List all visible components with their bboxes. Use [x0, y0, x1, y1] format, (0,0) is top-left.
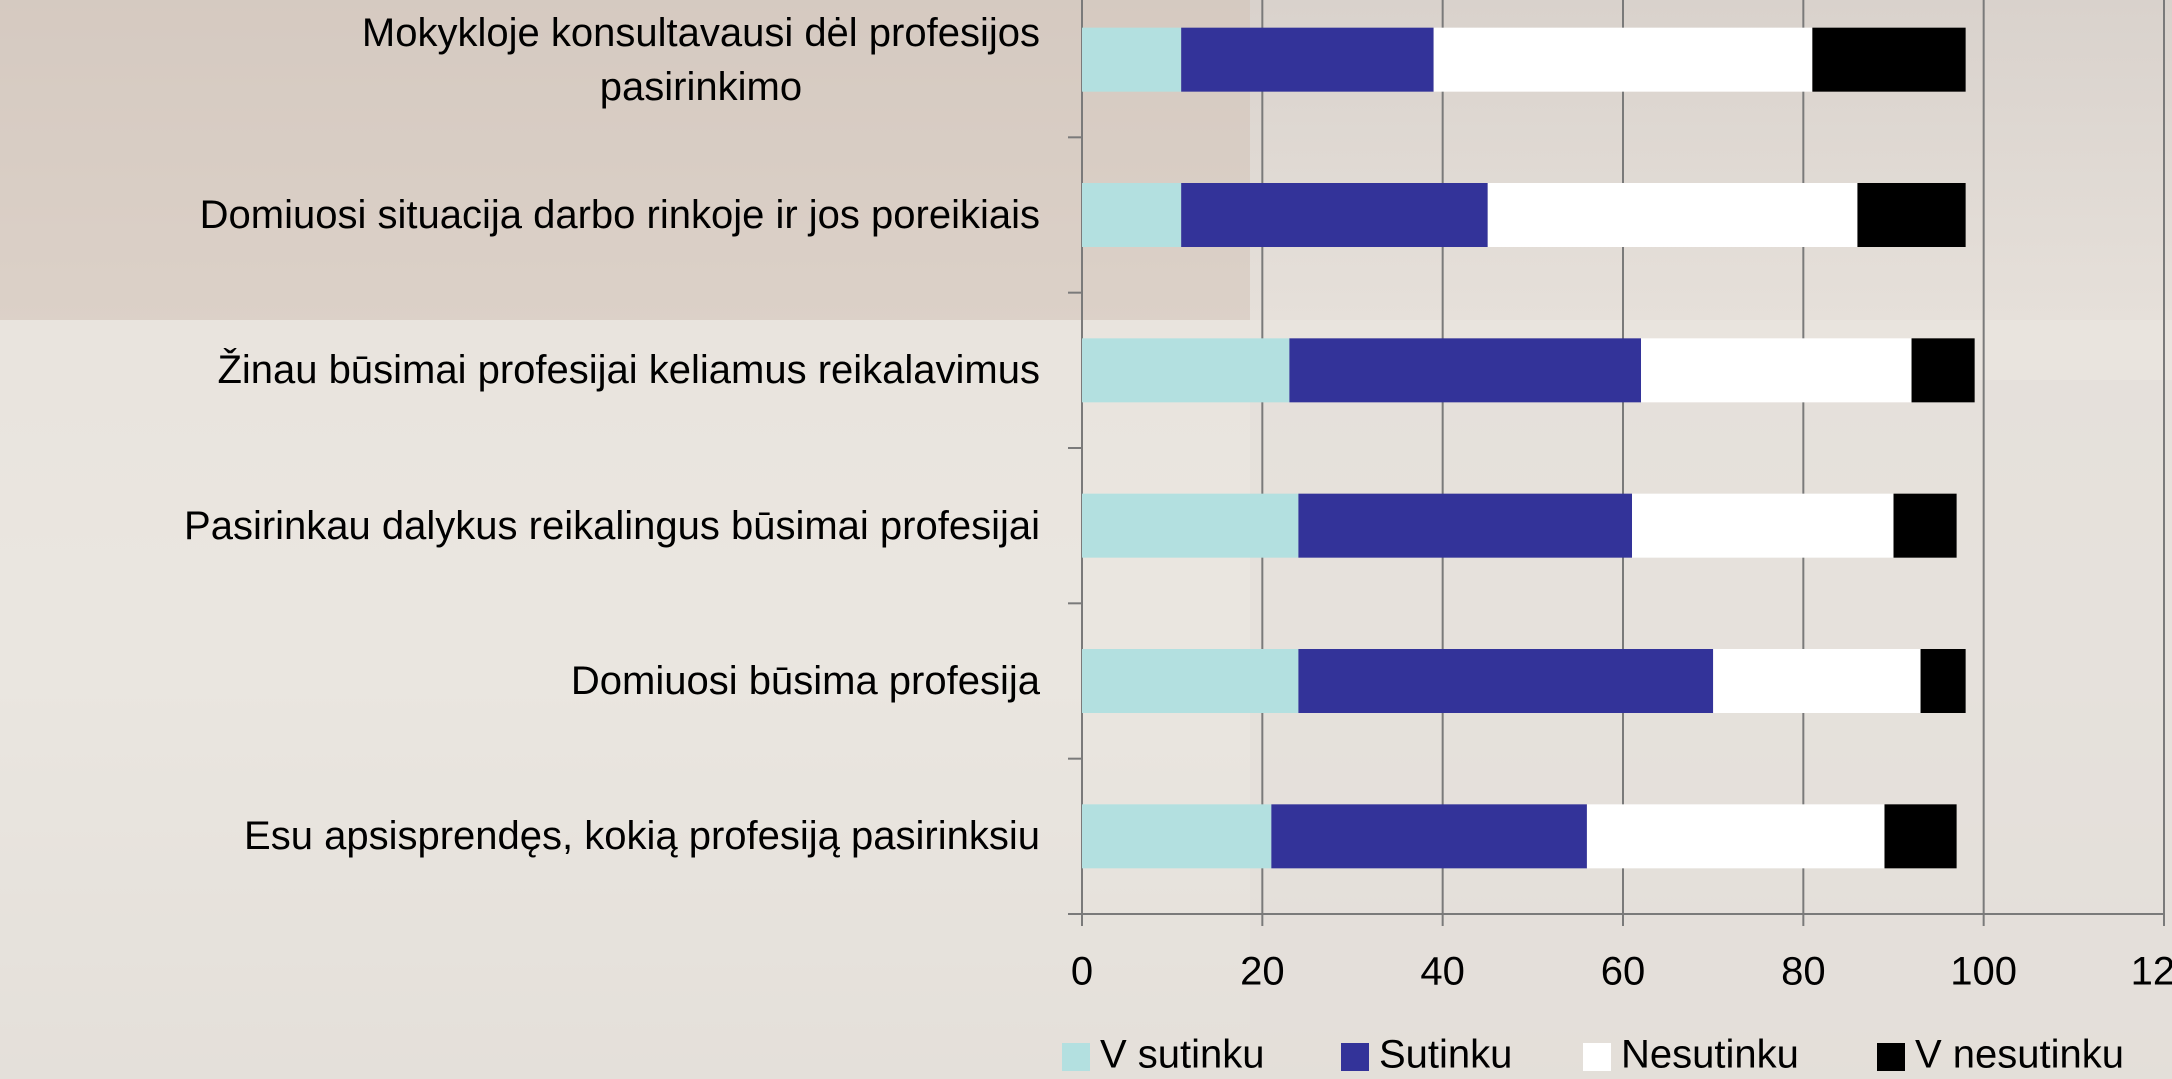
category-text: Mokykloje konsultavausi dėl profesijos p… — [362, 6, 1040, 114]
bar-segment — [1894, 494, 1957, 558]
bar-segment — [1082, 183, 1181, 247]
x-tick-label: 120 — [2131, 950, 2172, 994]
legend-label: Sutinku — [1379, 1033, 1512, 1077]
category-label: Domiuosi būsima profesija — [0, 654, 1040, 708]
bar-segment — [1082, 649, 1298, 713]
bar-segment — [1289, 338, 1641, 402]
x-tick-label: 20 — [1240, 950, 1285, 994]
bar-segment — [1082, 338, 1289, 402]
bar-segment — [1912, 338, 1975, 402]
bar-segment — [1082, 494, 1298, 558]
category-text: Esu apsisprendęs, kokią profesiją pasiri… — [244, 809, 1040, 863]
bar-segment — [1713, 649, 1920, 713]
bar-segment — [1082, 28, 1181, 92]
legend-label: V sutinku — [1100, 1033, 1265, 1077]
bar-segment — [1271, 804, 1587, 868]
category-text: Pasirinkau dalykus reikalingus būsimai p… — [184, 499, 1040, 553]
bar-segment — [1082, 804, 1271, 868]
category-text: Domiuosi situacija darbo rinkoje ir jos … — [200, 188, 1040, 242]
bar-segment — [1488, 183, 1858, 247]
category-label: Esu apsisprendęs, kokią profesiją pasiri… — [0, 809, 1040, 863]
legend-marker — [1583, 1043, 1611, 1071]
bar-segment — [1298, 494, 1632, 558]
bar-segment — [1632, 494, 1893, 558]
legend-label: V nesutinku — [1915, 1033, 2124, 1077]
legend-label: Nesutinku — [1621, 1033, 1799, 1077]
bar-segment — [1587, 804, 1885, 868]
x-tick-label: 100 — [1950, 950, 2017, 994]
bar-segment — [1812, 28, 1965, 92]
bar-segment — [1857, 183, 1965, 247]
legend-marker — [1062, 1043, 1090, 1071]
legend-marker — [1341, 1043, 1369, 1071]
category-text: Žinau būsimai profesijai keliamus reikal… — [217, 343, 1040, 397]
page: 0 20 40 60 80 100 120 V sutinku Sutinku Nesutinku… — [0, 0, 2172, 1079]
bar-segment — [1884, 804, 1956, 868]
x-tick-label: 40 — [1420, 950, 1465, 994]
x-tick-label: 60 — [1601, 950, 1646, 994]
category-label: Domiuosi situacija darbo rinkoje ir jos … — [0, 188, 1040, 242]
bar-segment — [1181, 183, 1488, 247]
bar-segment — [1921, 649, 1966, 713]
category-text: Domiuosi būsima profesija — [571, 654, 1040, 708]
bar-segment — [1641, 338, 1912, 402]
category-label: Mokykloje konsultavausi dėl profesijos p… — [0, 6, 1040, 114]
category-label: Pasirinkau dalykus reikalingus būsimai p… — [0, 499, 1040, 553]
bar-segment — [1181, 28, 1433, 92]
bar-segment — [1434, 28, 1813, 92]
bar-segment — [1298, 649, 1713, 713]
x-tick-label: 80 — [1781, 950, 1826, 994]
category-label: Žinau būsimai profesijai keliamus reikal… — [0, 343, 1040, 397]
x-tick-label: 0 — [1071, 950, 1093, 994]
legend-marker — [1877, 1043, 1905, 1071]
